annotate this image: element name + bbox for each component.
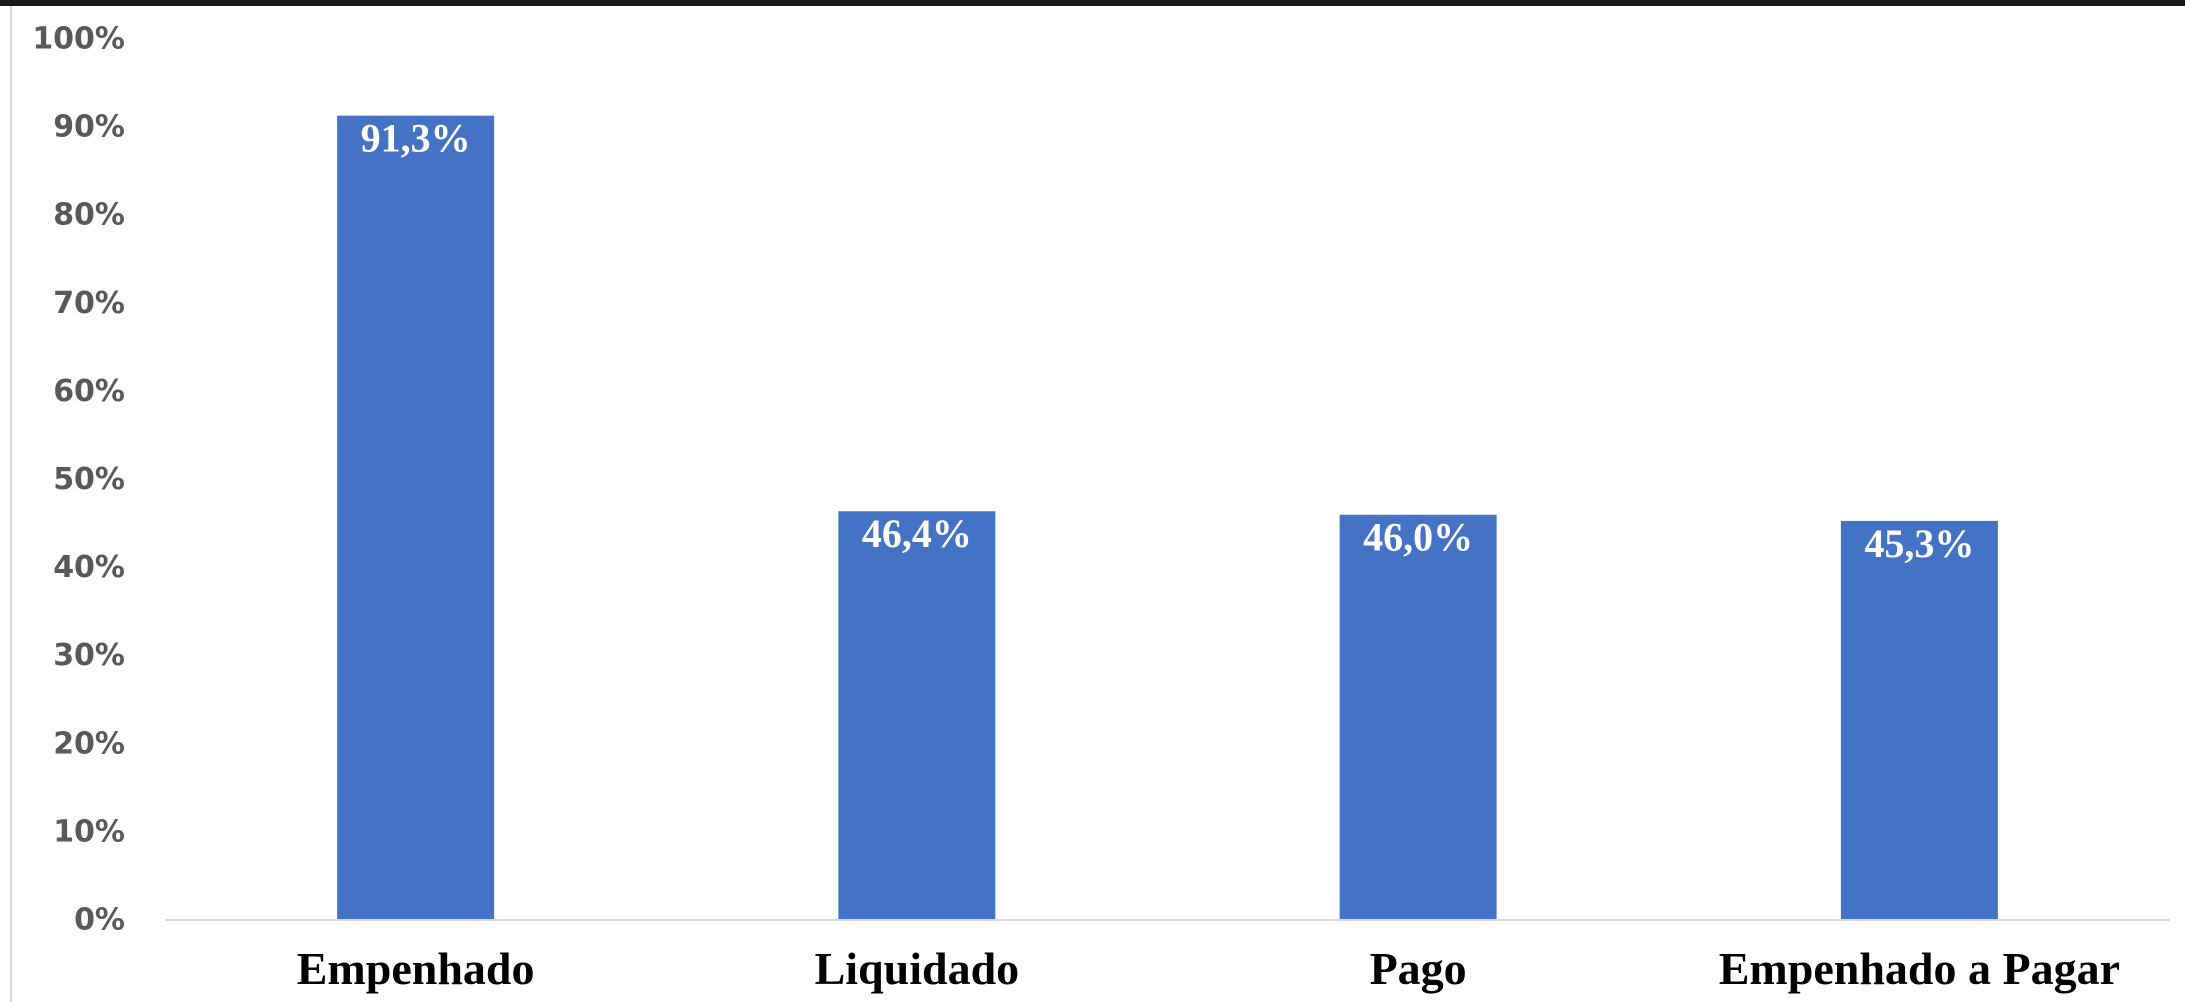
y-axis: 0% 10% 20% 30% 40% 50% 60% 70% 80% 90% 100%	[32, 22, 125, 938]
data-label: 91,3%	[361, 116, 471, 161]
left-border	[10, 6, 12, 1002]
x-axis: Empenhado Liquidado Pago Empenhado a Pagar	[297, 943, 2120, 994]
x-tick-label: Pago	[1370, 943, 1467, 994]
data-label: 46,4%	[862, 511, 972, 556]
y-tick-label: 40%	[53, 550, 125, 585]
y-tick-label: 70%	[53, 286, 125, 321]
y-tick-label: 80%	[53, 198, 125, 233]
y-tick-label: 20%	[53, 726, 125, 761]
bar	[337, 115, 495, 921]
bar-series: 91,3% 46,4% 46,0% 45,3%	[337, 115, 1998, 921]
bar	[838, 511, 996, 920]
x-tick-label: Liquidado	[815, 943, 1020, 994]
y-tick-label: 60%	[53, 374, 125, 409]
y-tick-label: 30%	[53, 638, 125, 673]
y-tick-label: 0%	[74, 903, 125, 938]
bar	[1339, 514, 1497, 920]
top-border	[0, 0, 2185, 6]
y-tick-label: 10%	[53, 814, 125, 849]
y-tick-label: 100%	[32, 22, 125, 57]
bar	[1840, 520, 1998, 920]
data-label: 46,0%	[1363, 515, 1473, 560]
y-tick-label: 90%	[53, 110, 125, 145]
x-tick-label: Empenhado	[297, 943, 535, 994]
y-tick-label: 50%	[53, 462, 125, 497]
data-label: 45,3%	[1864, 521, 1974, 566]
x-tick-label: Empenhado a Pagar	[1719, 943, 2120, 994]
